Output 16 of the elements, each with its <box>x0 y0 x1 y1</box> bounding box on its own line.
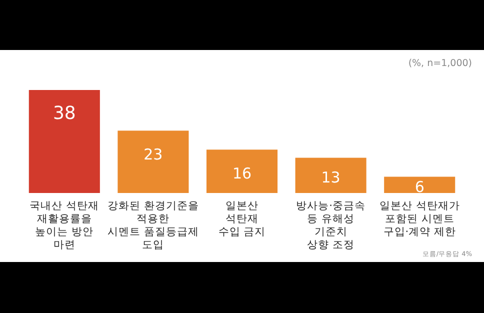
x-tick-label: 방사능·중금속 등 유해성 기준치 상향 조정 <box>296 200 366 251</box>
bar <box>295 158 366 193</box>
x-tick-label: 국내산 석탄재 재활용률을 높이는 방안 마련 <box>30 200 100 251</box>
data-label: 16 <box>232 164 252 182</box>
x-tick-label: 일본산 석탄재가 포함된 시멘트 구입·계약 제한 <box>379 200 460 238</box>
data-label: 13 <box>321 168 340 186</box>
x-tick-label: 일본산 석탄재 수입 금지 <box>218 200 266 238</box>
bar <box>118 130 189 193</box>
bar <box>206 150 278 193</box>
text: (%, n=1,000) <box>408 58 472 69</box>
data-label: 38 <box>52 103 76 124</box>
x-tick-label: 강화된 환경기준을 적용한 시멘트 품질등급제 도입 <box>108 200 199 251</box>
bar <box>28 90 100 193</box>
data-label: 6 <box>414 178 424 196</box>
data-label: 23 <box>144 146 163 164</box>
bar <box>384 176 456 193</box>
